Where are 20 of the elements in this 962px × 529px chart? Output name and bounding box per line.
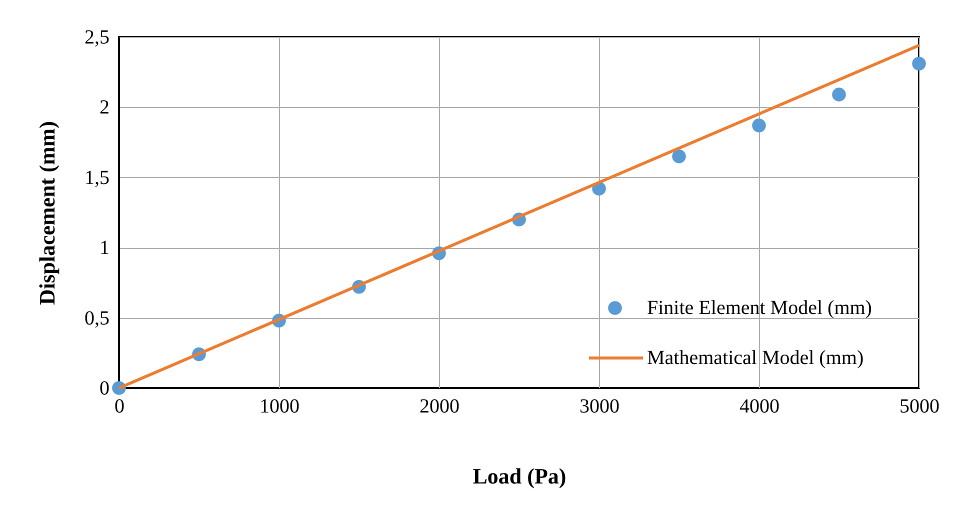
x-tick-label: 3000 (580, 396, 620, 418)
y-axis-title: Displacement (mm) (34, 121, 60, 305)
x-tick-label: 2000 (420, 396, 460, 418)
point (672, 149, 686, 164)
point (912, 56, 926, 71)
legend-label: Finite Element Model (mm) (647, 297, 872, 319)
y-tick-label: 2,5 (84, 26, 110, 48)
y-tick-label: 0 (100, 378, 110, 400)
y-tick-label: 0,5 (84, 307, 110, 330)
point (832, 88, 846, 102)
x-axis-title: Load (Pa) (472, 464, 566, 488)
y-tick-label: 2 (100, 96, 110, 119)
y-tick-label: 1 (100, 237, 110, 260)
point (752, 118, 766, 132)
legend-label: Mathematical Model (mm) (647, 347, 864, 369)
y-tick-label: 1,5 (84, 166, 110, 189)
x-tick-label: 4000 (740, 396, 780, 418)
x-tick-label: 5000 (900, 396, 940, 418)
x-tick-label: 0 (114, 396, 124, 418)
x-tick-label: 1000 (260, 396, 300, 418)
